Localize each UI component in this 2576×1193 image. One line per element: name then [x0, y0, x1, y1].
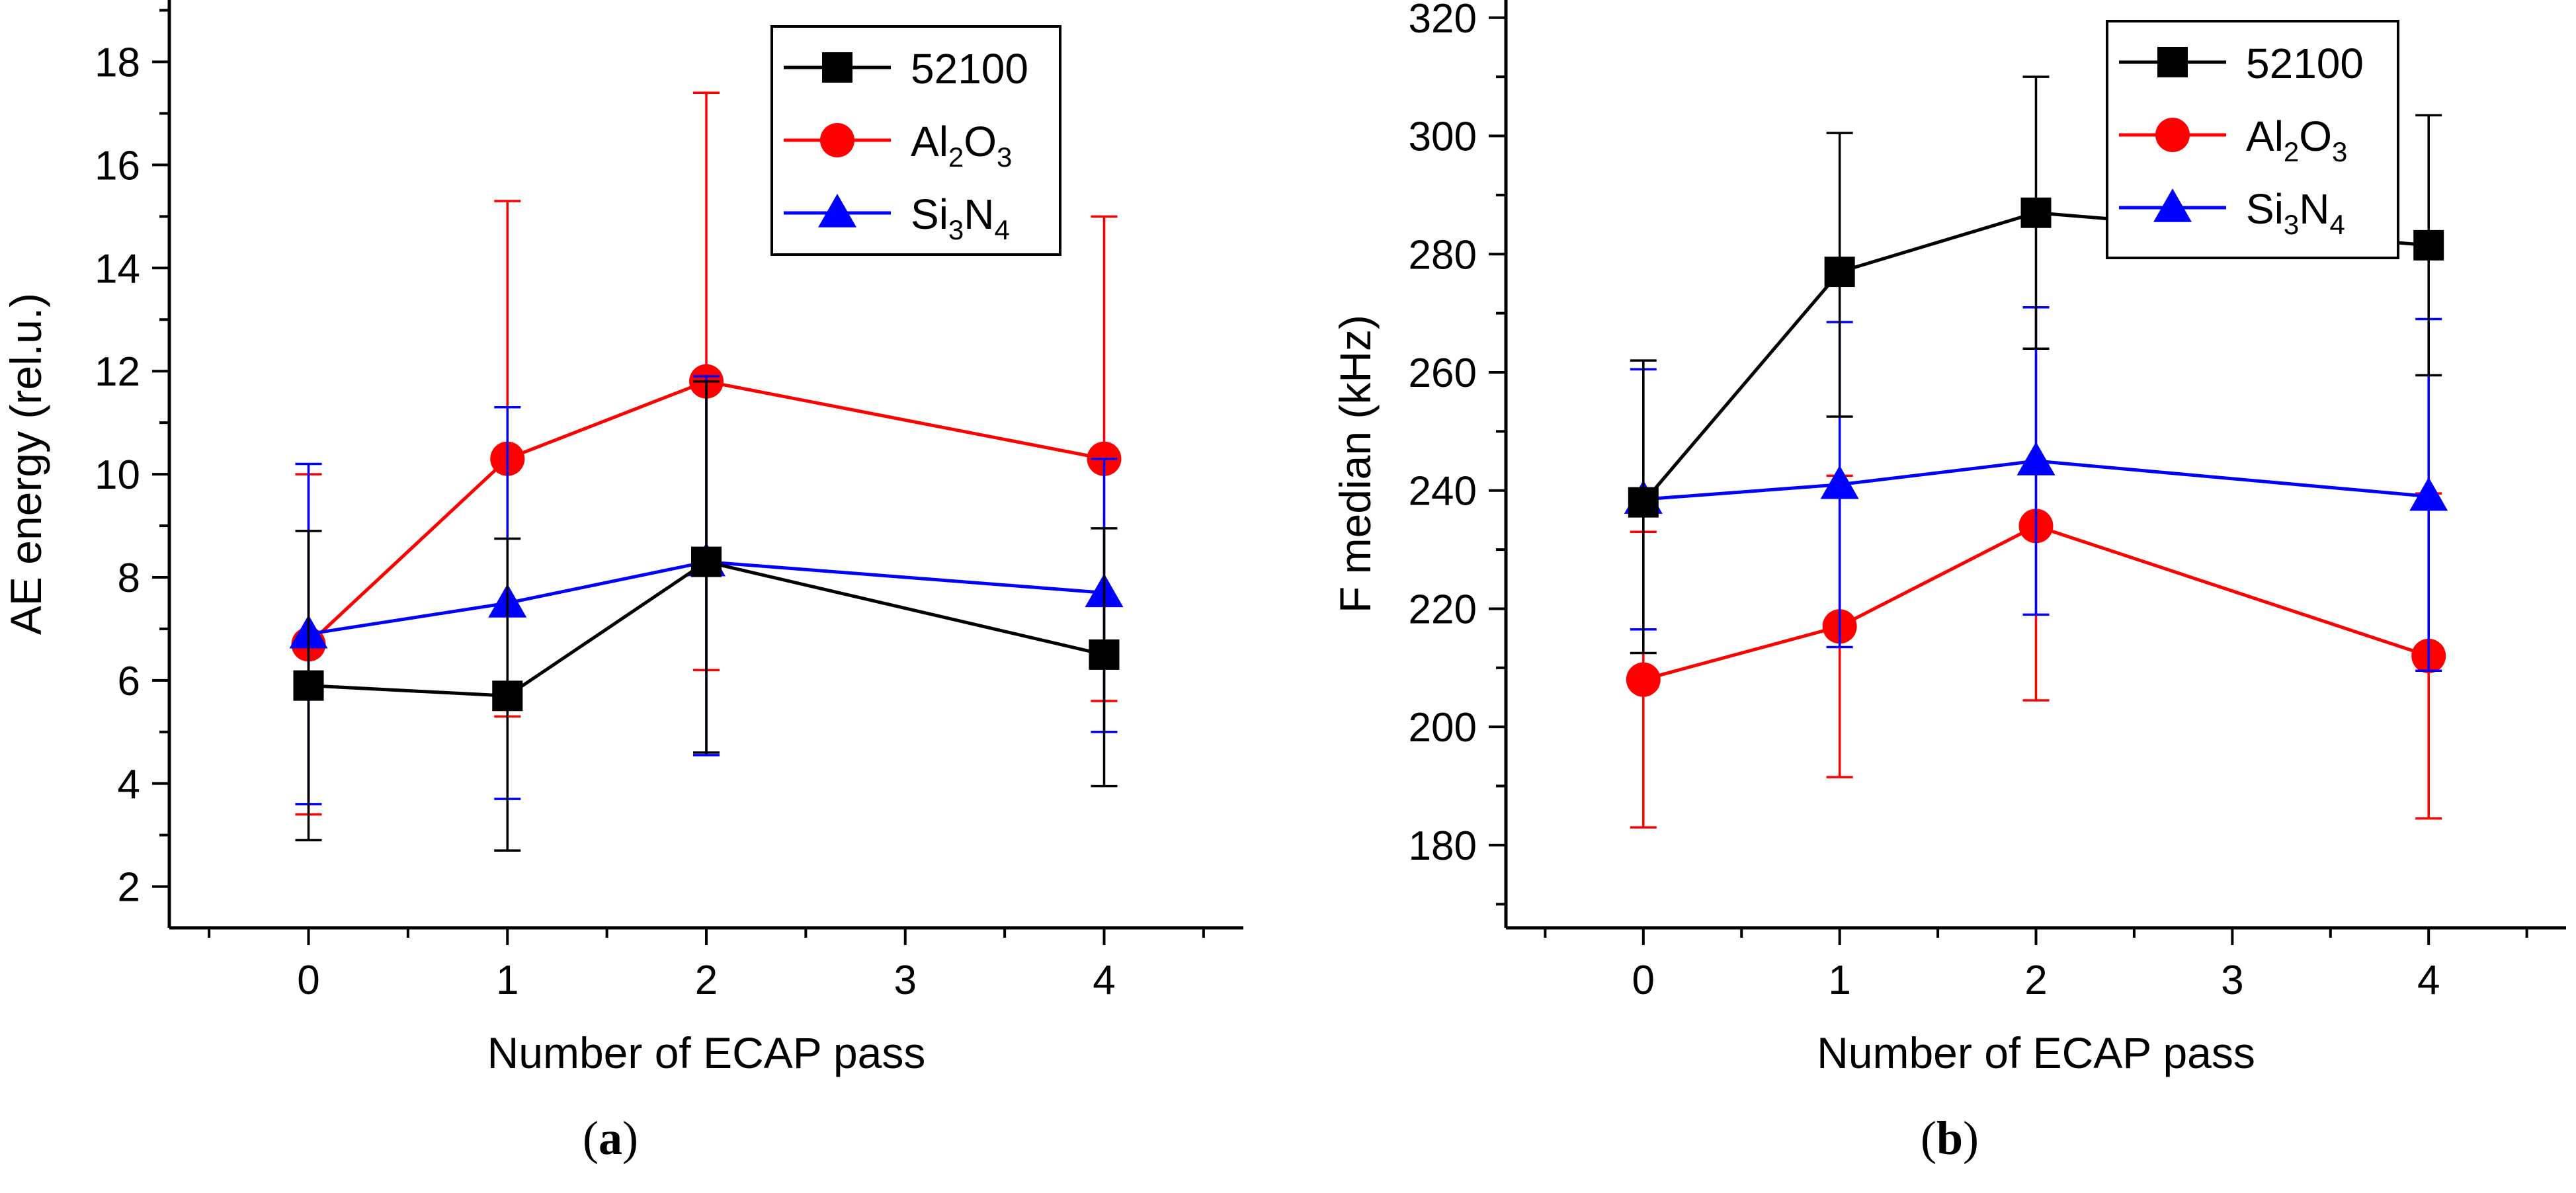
- y-tick-label: 12: [95, 349, 140, 395]
- data-point: [492, 680, 523, 712]
- y-tick-label: 260: [1409, 350, 1477, 396]
- x-axis-title: Number of ECAP pass: [487, 1028, 926, 1077]
- y-tick-label: 180: [1409, 823, 1477, 869]
- series-line: [307, 380, 1104, 646]
- legend-text: Si: [911, 190, 948, 238]
- legend-subscript: 3: [2284, 209, 2299, 240]
- x-tick-label: 1: [1828, 958, 1850, 1003]
- legend-label: Si3N4: [2246, 185, 2345, 240]
- data-point: [1824, 257, 1855, 288]
- y-tick-label: 320: [1409, 0, 1477, 42]
- x-tick-label: 0: [297, 958, 319, 1003]
- y-tick-label: 200: [1409, 705, 1477, 751]
- data-point: [1820, 465, 1859, 499]
- data-point: [691, 546, 722, 577]
- legend-text: N: [2299, 185, 2329, 233]
- y-axis-title: F median (kHz): [1331, 315, 1380, 613]
- y-tick-label: 8: [118, 555, 140, 601]
- y-tick-label: 300: [1409, 114, 1477, 160]
- x-tick-label: 2: [2024, 958, 2047, 1003]
- panel-label: (b): [1921, 1112, 1979, 1165]
- series-line: [308, 559, 1105, 698]
- panel-label: (a): [583, 1112, 638, 1165]
- data-point: [1089, 639, 1120, 670]
- series-52100: [293, 380, 1120, 852]
- panel-label-letter: b: [1936, 1112, 1963, 1165]
- series-line: [1643, 459, 2429, 501]
- data-point: [293, 670, 324, 701]
- legend-text: Al: [2246, 112, 2284, 160]
- data-point: [2020, 197, 2052, 228]
- data-point: [1628, 487, 1659, 518]
- legend-marker: [822, 52, 852, 83]
- y-tick-label: 6: [118, 659, 140, 704]
- y-tick-label: 10: [95, 452, 140, 498]
- y-tick-label: 16: [95, 143, 140, 188]
- legend-text: Si: [2246, 185, 2284, 233]
- legend-label: Al2O3: [911, 118, 1012, 173]
- legend-label: 52100: [2246, 40, 2364, 87]
- series-line: [1643, 524, 2429, 682]
- x-tick-label: 4: [2417, 958, 2440, 1003]
- y-tick-label: 220: [1409, 587, 1477, 632]
- panel-label-paren: (: [583, 1112, 599, 1165]
- x-tick-label: 2: [695, 958, 718, 1003]
- legend-subscript: 2: [948, 142, 964, 173]
- x-tick-label: 3: [2221, 958, 2243, 1003]
- legend-text: O: [2299, 112, 2332, 160]
- legend-label: Al2O3: [2246, 112, 2347, 167]
- panel-label-paren: ): [622, 1112, 638, 1165]
- x-tick-label: 0: [1632, 958, 1655, 1003]
- legend-text: N: [964, 190, 994, 238]
- legend-marker: [818, 194, 856, 227]
- legend-subscript: 3: [2332, 136, 2347, 167]
- y-axis-title: AE energy (rel.u.): [1, 293, 50, 635]
- panel-label-paren: (: [1921, 1112, 1936, 1165]
- data-point: [2409, 477, 2448, 511]
- legend-label: 52100: [911, 45, 1028, 93]
- y-tick-label: 4: [118, 762, 140, 807]
- data-point: [2016, 442, 2056, 475]
- legend-text: Al: [911, 118, 948, 165]
- y-tick-label: 18: [95, 40, 140, 86]
- legend-label: Si3N4: [911, 190, 1010, 245]
- legend-marker: [820, 123, 854, 157]
- legend-text: O: [964, 118, 997, 165]
- y-tick-label: 2: [118, 865, 140, 911]
- legend-text: 52100: [911, 45, 1028, 93]
- x-tick-label: 4: [1093, 958, 1115, 1003]
- data-point: [1626, 662, 1661, 697]
- legend-subscript: 4: [994, 214, 1009, 245]
- legend-marker: [2157, 47, 2188, 77]
- panel-label-paren: ): [1963, 1112, 1979, 1165]
- series-line: [308, 560, 1104, 636]
- x-tick-label: 1: [496, 958, 519, 1003]
- panel-label-letter: a: [599, 1112, 622, 1165]
- legend-subscript: 3: [997, 142, 1012, 173]
- y-tick-label: 240: [1409, 469, 1477, 514]
- y-tick-label: 280: [1409, 232, 1477, 278]
- legend-marker: [2153, 188, 2192, 222]
- y-tick-label: 14: [95, 246, 140, 292]
- data-point: [2413, 229, 2444, 261]
- legend-subscript: 2: [2284, 136, 2299, 167]
- x-tick-label: 3: [893, 958, 916, 1003]
- x-axis-title: Number of ECAP pass: [1817, 1028, 2255, 1077]
- legend-subscript: 4: [2329, 209, 2345, 240]
- legend-marker: [2155, 118, 2190, 152]
- legend-subscript: 3: [948, 214, 964, 245]
- legend-text: 52100: [2246, 40, 2364, 87]
